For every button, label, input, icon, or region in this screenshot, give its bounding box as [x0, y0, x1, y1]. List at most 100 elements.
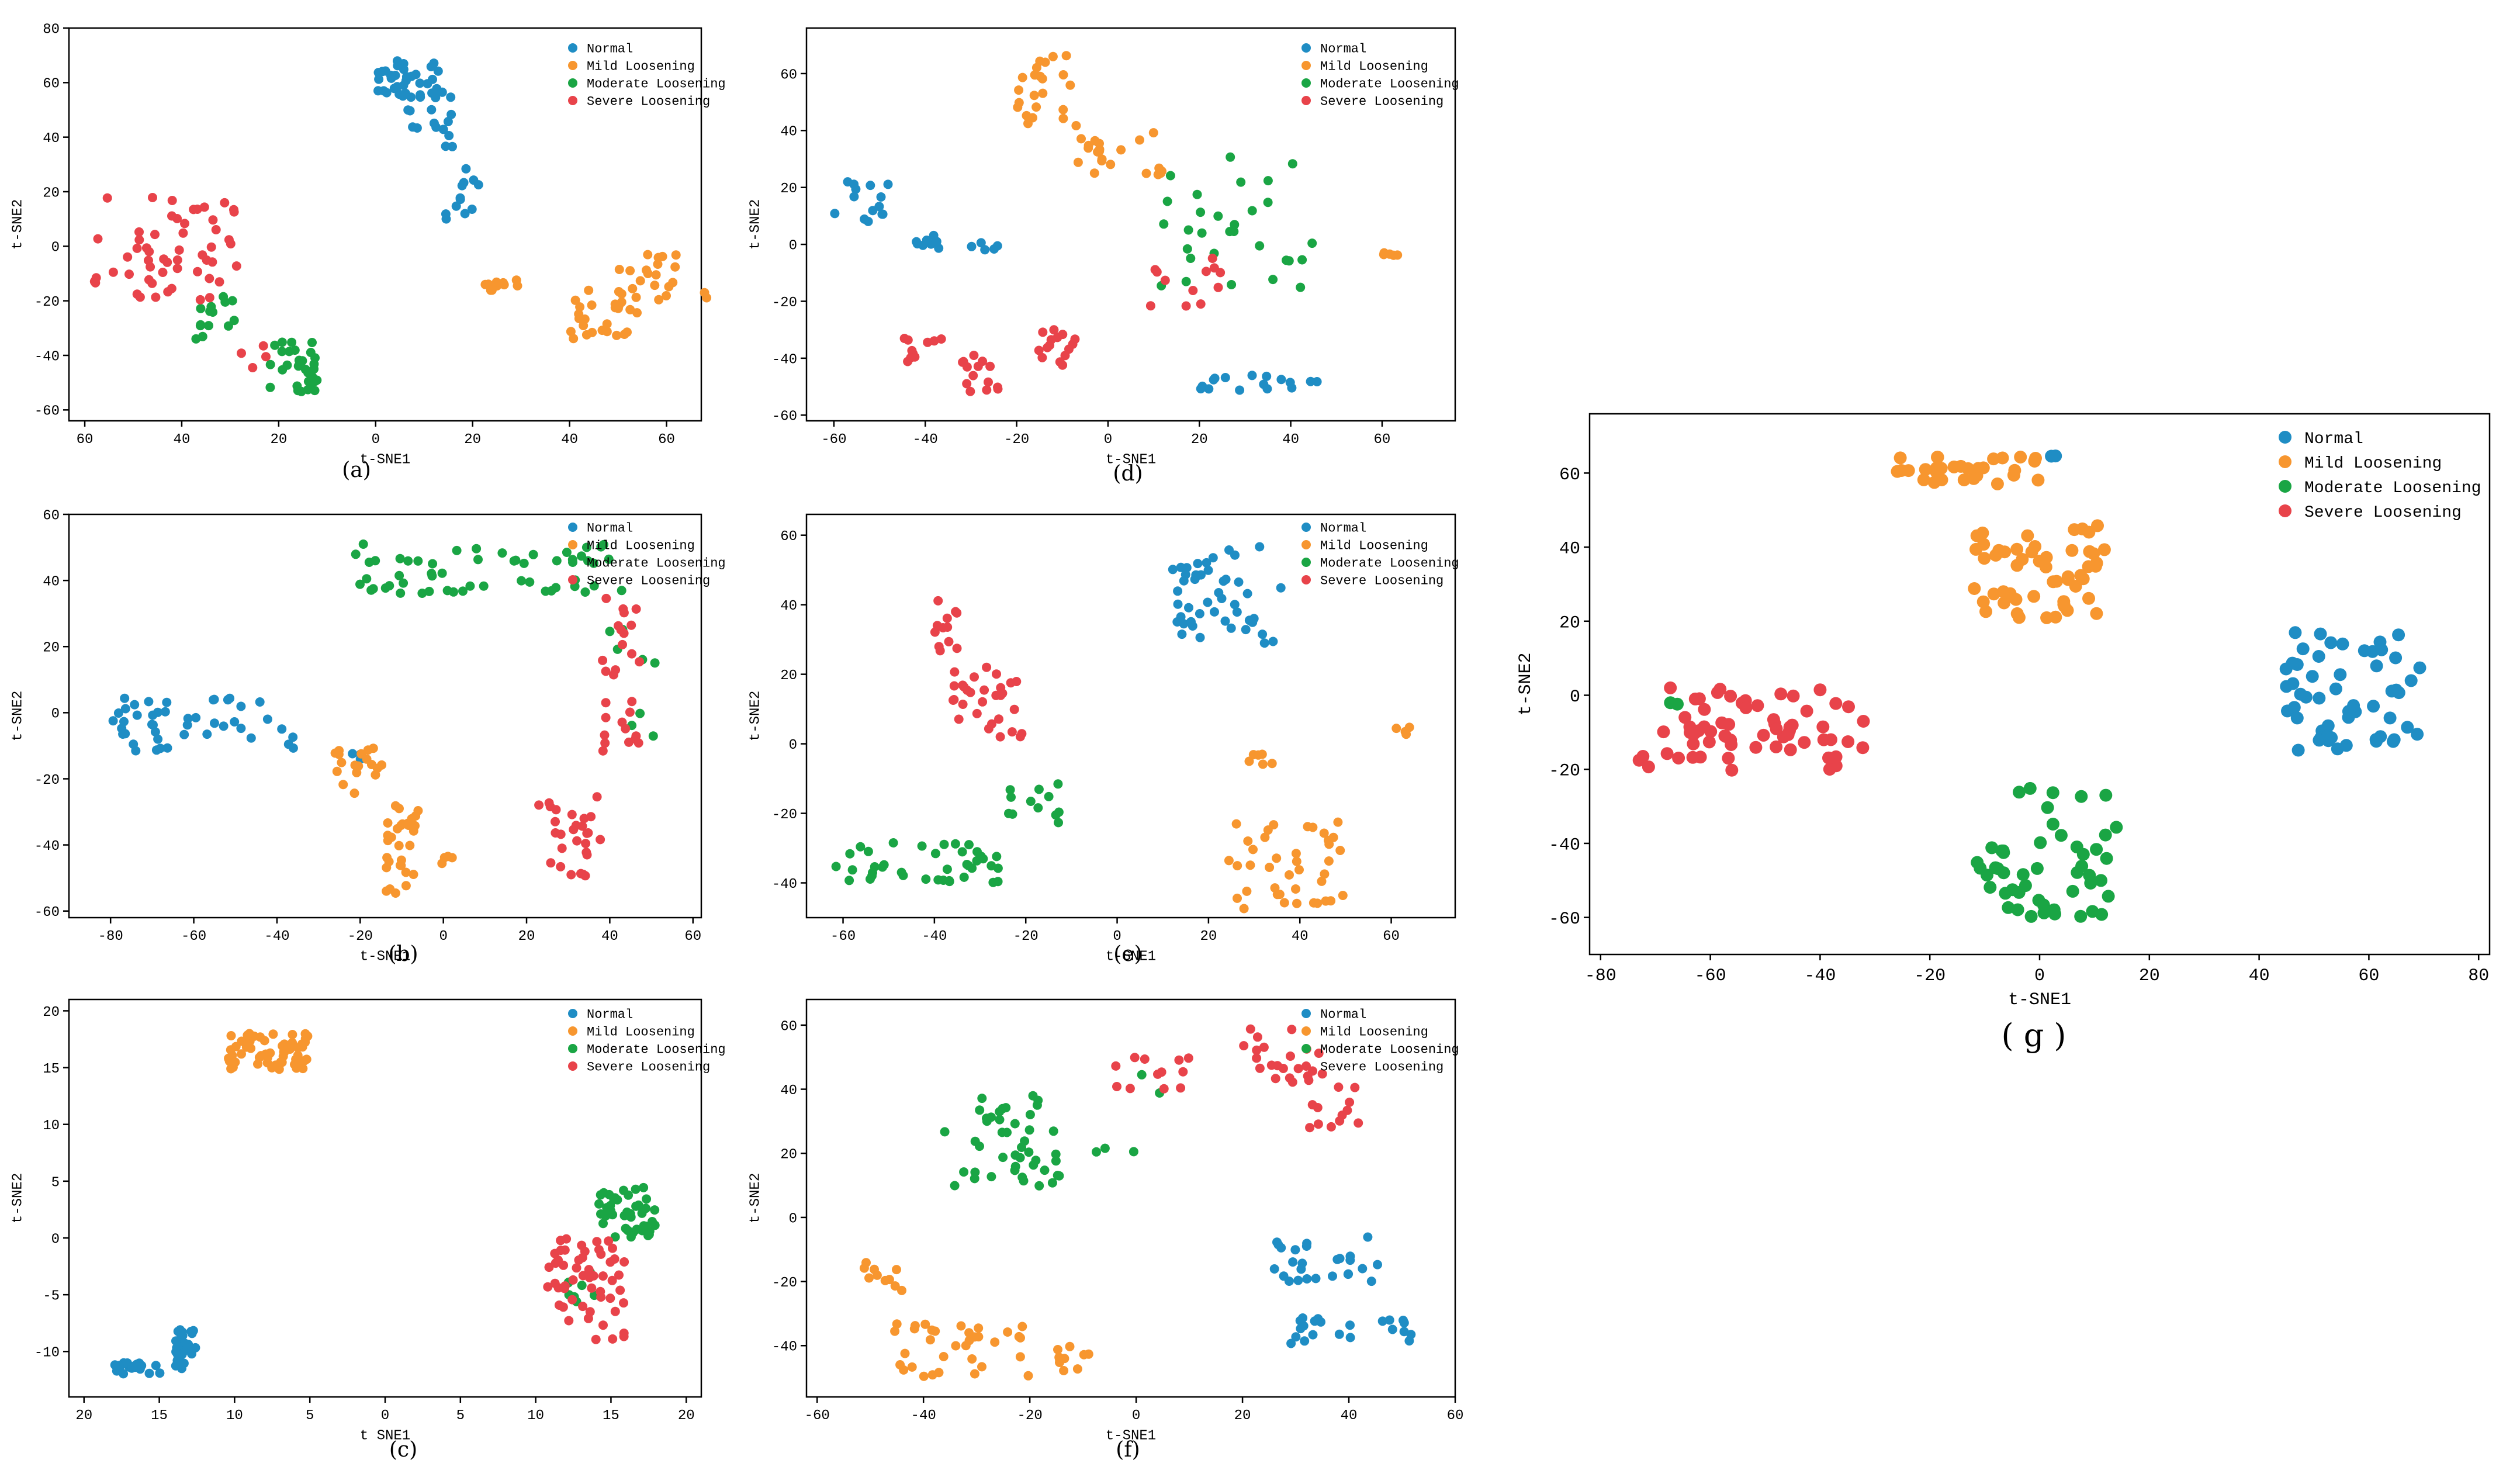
- point-g-mild: [2014, 451, 2027, 463]
- point-b-severe: [592, 792, 602, 802]
- point-e-moderate: [888, 838, 898, 848]
- point-c-severe: [559, 1260, 569, 1270]
- point-a-severe: [189, 205, 199, 215]
- point-f-moderate: [1002, 1127, 1012, 1137]
- point-e-moderate: [879, 860, 889, 870]
- y-tick-label-g-6: -60: [1549, 909, 1580, 929]
- point-c-mild: [237, 1049, 246, 1059]
- point-f-severe: [1271, 1074, 1280, 1084]
- point-e-mild: [1260, 832, 1270, 842]
- point-b-moderate: [413, 556, 423, 566]
- legend-label-b-normal: Normal: [587, 521, 633, 536]
- x-axis-label-c: t SNE1: [360, 1428, 410, 1444]
- point-f-moderate: [1024, 1147, 1034, 1157]
- point-e-severe: [943, 622, 953, 632]
- point-a-normal: [441, 209, 451, 219]
- point-c-severe: [615, 1285, 625, 1295]
- y-tick-label-c-4: 0: [51, 1232, 60, 1247]
- point-c-severe: [583, 1313, 593, 1323]
- legend-marker-f-severe: [1301, 1061, 1311, 1071]
- point-a-mild: [617, 289, 626, 299]
- legend-label-c-normal: Normal: [587, 1008, 633, 1022]
- y-tick-label-g-5: -40: [1549, 835, 1580, 855]
- y-tick-label-b-3: 0: [51, 707, 60, 722]
- point-a-mild: [651, 270, 661, 280]
- legend-marker-a-moderate: [568, 78, 577, 88]
- point-a-severe: [123, 252, 133, 262]
- point-f-moderate: [977, 1094, 987, 1104]
- point-d-moderate: [1284, 256, 1294, 266]
- point-g-moderate: [2066, 884, 2079, 898]
- point-g-moderate: [2075, 790, 2088, 803]
- point-d-normal: [1220, 373, 1230, 382]
- point-c-normal: [144, 1368, 154, 1378]
- point-g-moderate: [2041, 801, 2054, 814]
- y-tick-label-e-2: 20: [780, 668, 797, 684]
- point-b-normal: [118, 729, 128, 739]
- legend-c: Normal Mild Loosening Moderate Loosening Se…: [568, 1008, 726, 1075]
- point-c-mild: [276, 1057, 286, 1067]
- point-f-mild: [974, 1323, 984, 1333]
- point-a-severe: [178, 228, 188, 238]
- point-d-severe: [969, 351, 979, 360]
- point-c-mild: [243, 1030, 252, 1040]
- point-a-severe: [163, 287, 173, 297]
- point-e-severe: [962, 685, 972, 695]
- point-f-normal: [1399, 1318, 1409, 1328]
- point-a-normal: [437, 87, 447, 97]
- point-g-mild: [1987, 587, 2000, 601]
- point-e-mild: [1254, 750, 1264, 760]
- point-e-normal: [1232, 607, 1242, 617]
- point-f-severe: [1342, 1105, 1352, 1115]
- point-b-normal: [129, 739, 139, 749]
- point-g-severe: [1857, 715, 1870, 728]
- point-c-normal: [186, 1326, 196, 1336]
- point-g-normal: [2358, 644, 2371, 658]
- point-b-normal: [155, 743, 165, 753]
- point-f-normal: [1328, 1271, 1337, 1281]
- point-e-mild: [1321, 896, 1331, 906]
- legend-marker-c-severe: [568, 1061, 577, 1071]
- point-b-moderate: [417, 589, 427, 598]
- legend-label-b-mild: Mild Loosening: [587, 539, 695, 554]
- point-e-normal: [1234, 577, 1244, 587]
- point-b-moderate: [403, 556, 413, 566]
- legend-label-f-mild: Mild Loosening: [1320, 1025, 1428, 1040]
- point-b-normal: [162, 743, 172, 753]
- point-d-severe: [1181, 301, 1191, 311]
- point-f-moderate: [1048, 1126, 1058, 1136]
- point-d-normal: [877, 209, 887, 219]
- point-f-moderate: [1047, 1178, 1057, 1188]
- point-g-severe: [1642, 760, 1655, 774]
- point-g-severe: [1688, 727, 1701, 740]
- point-d-moderate: [1263, 176, 1273, 186]
- point-g-mild: [1934, 462, 1948, 475]
- point-g-mild: [2058, 600, 2071, 613]
- point-f-normal: [1291, 1332, 1301, 1342]
- caption-d: (d): [1113, 462, 1143, 486]
- point-b-severe: [596, 835, 605, 845]
- point-b-moderate: [589, 581, 599, 591]
- x-tick-label-c-6: 10: [527, 1408, 544, 1424]
- point-f-normal: [1301, 1241, 1311, 1251]
- point-b-moderate: [497, 548, 507, 558]
- series-c-mild: [224, 1029, 313, 1074]
- y-tick-label-b-6: -60: [34, 905, 60, 921]
- point-f-mild: [1065, 1341, 1075, 1351]
- point-e-mild: [1291, 849, 1301, 859]
- x-tick-label-d-3: 0: [1104, 432, 1112, 448]
- point-b-normal: [120, 704, 130, 714]
- point-f-normal: [1358, 1264, 1368, 1274]
- point-g-severe: [1781, 728, 1795, 741]
- point-g-severe: [1816, 720, 1830, 734]
- point-e-normal: [1258, 629, 1268, 639]
- x-tick-label-e-5: 40: [1292, 929, 1309, 945]
- point-a-severe: [141, 243, 151, 253]
- legend-label-a-severe: Severe Loosening: [587, 95, 710, 109]
- point-b-severe: [627, 697, 637, 707]
- point-e-moderate: [847, 865, 857, 875]
- point-f-moderate: [1010, 1119, 1020, 1129]
- y-tick-label-a-3: 20: [43, 185, 60, 201]
- point-f-normal: [1334, 1329, 1344, 1339]
- series-a-normal: [373, 56, 483, 224]
